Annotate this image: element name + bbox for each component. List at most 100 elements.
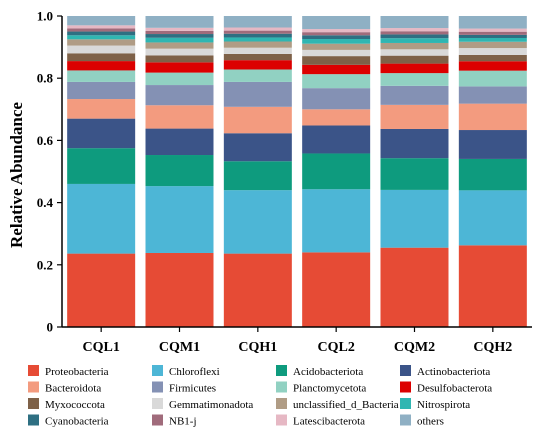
bar-segment [223,81,292,107]
bar-segment [223,69,292,82]
bar-segment [458,54,527,62]
bar-segment [302,29,371,33]
bar-segment [458,16,527,29]
bar-segment [145,252,214,327]
legend-swatch [276,365,287,376]
bar-segment [380,128,449,159]
x-category-label: CQH1 [238,340,277,355]
y-ticks-group: 0 0.2 0.4 0.6 0.8 1.0 [37,9,62,335]
legend-label: unclassified_d_Bacteria [293,399,399,411]
bar-segment [145,186,214,253]
bar-segment [67,148,136,184]
bar-segment [380,247,449,327]
bar-segment [302,125,371,154]
bar-segment [67,61,136,71]
bar-segment [145,27,214,31]
bar-segment [458,31,527,35]
x-category-label: CQM2 [394,340,435,355]
x-category-label: CQL2 [317,340,354,355]
bar-segment [67,99,136,119]
bar-segment [67,45,136,54]
legend-label: Proteobacteria [45,366,109,378]
legend-label: Actinobacteriota [417,366,490,378]
bar-segment [223,27,292,31]
legend-swatch [276,381,287,393]
bar-segment [223,47,292,54]
bar-segment [302,49,371,57]
bar-segment [67,118,136,149]
x-category-label: CQM1 [159,340,200,355]
bar-segment [145,55,214,63]
y-axis-title: Relative Abundance [7,102,26,248]
bar-segment [223,60,292,70]
bar-segment [223,53,292,61]
bar-segment [302,32,371,36]
legend-label: Acidobacteriota [293,366,363,378]
bar-segment [458,37,527,42]
legend-label: Latescibacterota [293,416,365,428]
bar-segment [67,253,136,327]
legend: Proteobacteria Chloroflexi Acidobacteriota… [28,365,492,428]
bar-segment [302,39,371,44]
legend-label: others [417,416,444,428]
legend-label: Nitrospirota [417,399,470,411]
bar-segment [67,31,136,36]
bar-segment [458,48,527,55]
y-tick-label: 0.2 [37,257,53,272]
bar-segment [380,38,449,43]
bar-segment [67,25,136,29]
bar-segment [223,30,292,34]
bar-segment [223,106,292,134]
bar-segment [302,64,371,75]
bar-segment [145,85,214,106]
legend-label: Gemmatimonadota [169,399,253,411]
bar-segment [223,16,292,28]
legend-label: Myxococcota [45,399,105,411]
bar-segment [380,73,449,86]
bar-segment [380,63,449,74]
bar-segment [145,42,214,49]
legend-swatch [152,398,163,409]
bar-segment [223,37,292,42]
bar-segment [458,245,527,327]
bar-segment [380,31,449,35]
bar-segment [380,189,449,248]
bar-segment [145,155,214,187]
bar-segment [302,252,371,327]
bar-segment [302,88,371,110]
legend-label: NB1-j [169,416,197,428]
bar-segment [458,158,527,191]
legend-label: Chloroflexi [169,366,220,378]
bar-segment [380,55,449,64]
bar-segment [380,34,449,39]
bar-segment [67,70,136,82]
bar-segment [145,105,214,129]
bar-segment [458,103,527,131]
bar-segment [380,16,449,29]
y-tick-label: 1.0 [37,9,53,24]
legend-swatch [152,381,163,393]
legend-label: Firmicutes [169,383,216,395]
bar-segment [302,35,371,40]
bar-segment [380,42,449,50]
legend-swatch [400,414,411,426]
x-category-label: CQH2 [473,340,512,355]
legend-swatch [400,381,411,393]
y-tick-label: 0.6 [37,133,54,148]
legend-swatch [276,414,287,426]
x-labels-group: CQL1 CQM1 CQH1 CQL2 CQM2 CQH2 [82,327,512,355]
bar-segment [380,49,449,56]
bar-segment [302,56,371,65]
bar-segment [302,43,371,50]
bar-segment [67,183,136,254]
legend-swatch [152,365,163,376]
legend-label: Bacteroidota [45,383,101,395]
bar-segment [458,41,527,49]
bar-segment [458,28,527,32]
bar-segment [67,16,136,26]
bar-segment [380,158,449,190]
legend-swatch [28,414,39,426]
bar-segment [223,253,292,327]
bar-segment [145,34,214,38]
bar-segment [145,48,214,56]
